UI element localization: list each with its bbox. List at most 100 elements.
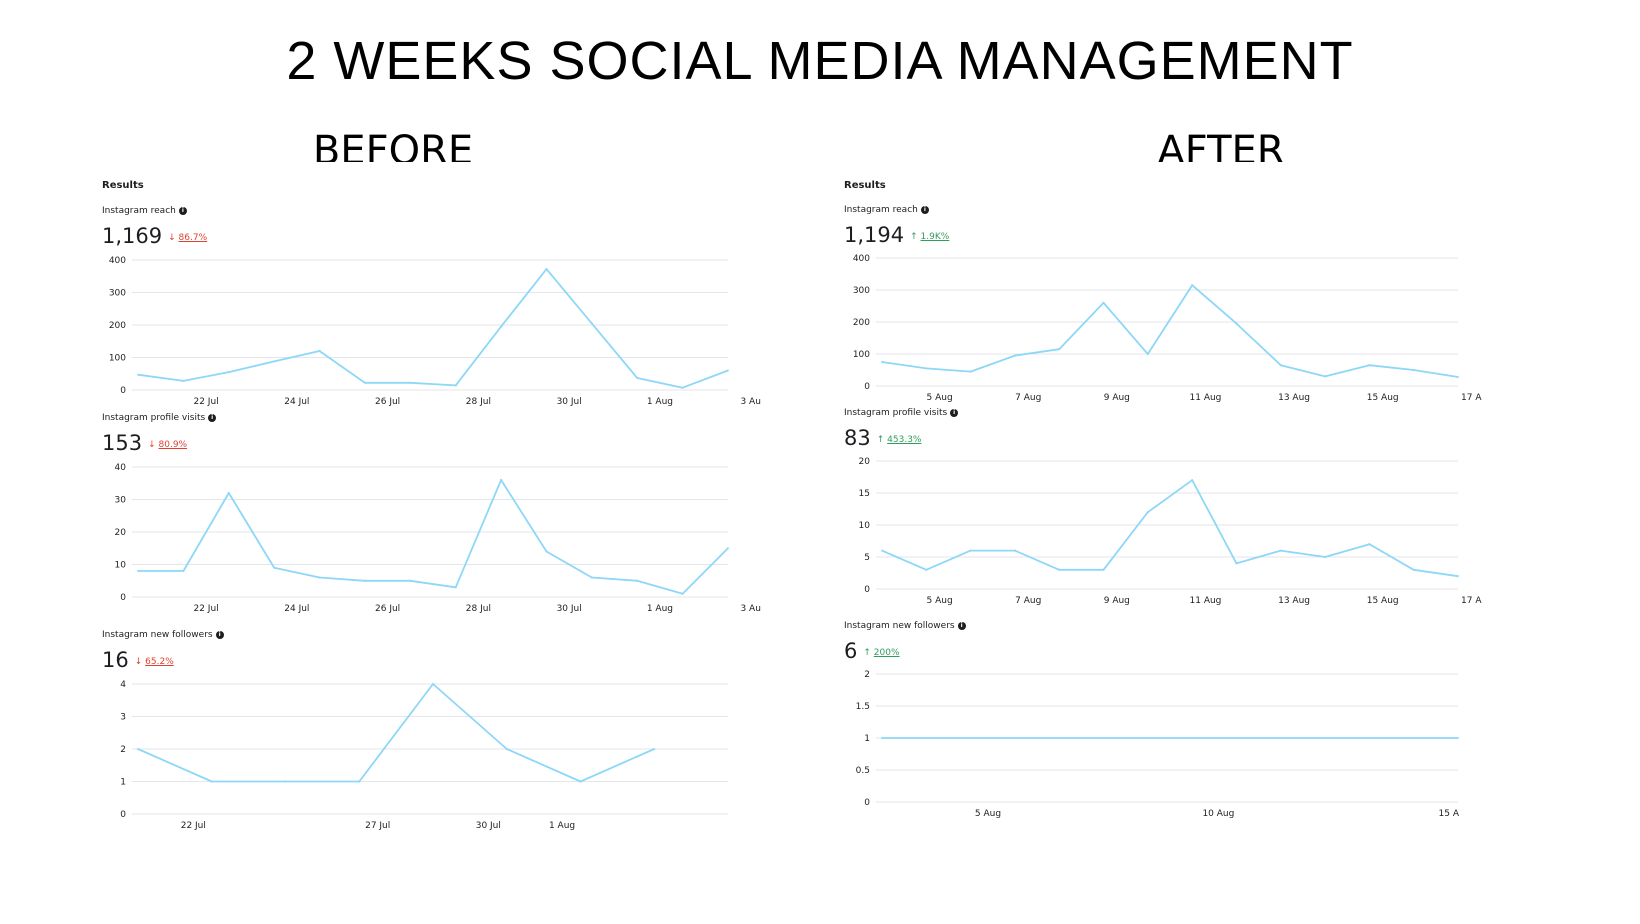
x-tick-label: 30 Jul [557, 397, 582, 407]
x-tick-label: 22 Jul [193, 397, 218, 407]
data-point [726, 547, 730, 550]
metric-name-new-followers: Instagram new followers i [844, 621, 966, 631]
y-tick-label: 1 [120, 778, 126, 788]
info-icon[interactable]: i [208, 414, 217, 422]
x-tick-label: 22 Jul [181, 821, 206, 831]
x-tick-label: 17 A [1461, 393, 1482, 403]
data-point [272, 360, 276, 363]
y-tick-label: 10 [859, 521, 871, 531]
data-point [318, 576, 321, 579]
y-tick-label: 0 [120, 593, 126, 603]
data-point [1013, 354, 1017, 357]
y-tick-label: 3 [120, 713, 126, 723]
metric-name-new-followers: Instagram new followers i [102, 630, 224, 640]
chart-after-new-followers: 0 0.5 1 1.5 2 5 Aug 10 Aug 15 A [856, 670, 1460, 819]
chart-before-new-followers: 0 1 2 3 4 22 Jul 27 Jul 30 Jul 1 Aug [120, 680, 728, 831]
x-tick-label: 3 Au [740, 604, 760, 614]
x-tick-label: 15 Aug [1367, 596, 1399, 606]
data-point [545, 267, 548, 271]
data-point [284, 780, 287, 783]
y-tick-label: 4 [120, 680, 126, 690]
y-tick-label: 1 [864, 734, 870, 744]
series-line [137, 268, 729, 389]
data-point [1235, 322, 1238, 325]
data-point [726, 369, 730, 372]
x-tick-label: 22 Jul [193, 604, 218, 614]
x-tick-label: 13 Aug [1278, 393, 1310, 403]
x-tick-label: 28 Jul [466, 397, 491, 407]
data-point [880, 360, 884, 364]
metric-name-reach: Instagram reach i [844, 205, 929, 215]
x-tick-label: 24 Jul [284, 604, 309, 614]
data-point [499, 478, 503, 482]
x-tick-label: 9 Aug [1104, 596, 1130, 606]
x-tick-label: 3 Au [740, 397, 760, 407]
y-tick-label: 200 [109, 321, 126, 331]
data-point [1190, 284, 1194, 287]
data-point [1279, 549, 1282, 552]
y-tick-label: 30 [115, 496, 127, 506]
info-icon[interactable]: i [950, 409, 959, 417]
y-tick-label: 40 [115, 463, 127, 473]
data-point [182, 379, 185, 383]
info-icon[interactable]: i [957, 622, 966, 630]
data-point [318, 349, 321, 353]
page-title: 2 WEEKS SOCIAL MEDIA MANAGEMENT [286, 31, 1354, 91]
info-icon[interactable]: i [178, 207, 187, 215]
y-tick-label: 0 [120, 386, 126, 396]
change-indicator: ↓ 86.7% [168, 233, 208, 243]
y-tick-label: 300 [109, 289, 126, 299]
y-tick-label: 400 [853, 254, 870, 264]
metric-value-new-followers: 6 ↑ 200% [844, 639, 900, 663]
chart-after-reach: 0 100 200 300 400 5 Aug 7 Aug 9 Aug 11 Aug 13 Aug… [853, 254, 1483, 403]
y-tick-label: 0 [120, 810, 126, 820]
y-tick-label: 10 [115, 561, 127, 571]
x-tick-label: 10 Aug [1202, 809, 1234, 819]
x-tick-label: 28 Jul [466, 604, 491, 614]
x-tick-label: 1 Aug [647, 604, 673, 614]
x-tick-label: 13 Aug [1278, 596, 1310, 606]
data-point [454, 384, 457, 387]
metric-value-reach: 1,194 ↑ 1.9K% [844, 223, 950, 247]
y-tick-label: 0.5 [856, 766, 870, 776]
data-point [1368, 364, 1371, 367]
data-point [969, 549, 972, 552]
data-point [363, 579, 367, 582]
x-tick-label: 11 Aug [1190, 393, 1222, 403]
metric-value-profile-visits: 153 ↓ 80.9% [102, 431, 188, 455]
data-point [1368, 543, 1371, 546]
data-point [1456, 575, 1460, 578]
data-point [1279, 364, 1282, 367]
info-icon[interactable]: i [215, 631, 224, 639]
data-point [880, 549, 884, 552]
after-panel: Results Instagram reach i 1,194 ↑ 1.9K% 0 1… [830, 162, 1483, 852]
info-icon[interactable]: i [920, 206, 929, 214]
chart-after-profile-visits: 0 5 10 15 20 5 Aug 7 Aug 9 Aug 11 Aug 13 Aug 15 Au… [859, 457, 1483, 606]
y-tick-label: 2 [120, 745, 126, 755]
series-line [137, 683, 655, 783]
y-tick-label: 2 [864, 670, 870, 680]
metric-value-profile-visits: 83 ↑ 453.3% [844, 426, 922, 450]
x-tick-label: 30 Jul [476, 821, 501, 831]
x-tick-label: 27 Jul [365, 821, 390, 831]
y-tick-label: 100 [853, 350, 870, 360]
data-point [653, 747, 656, 751]
x-tick-label: 15 A [1439, 809, 1460, 819]
data-point [1323, 375, 1327, 378]
data-point [499, 325, 503, 328]
y-tick-label: 5 [864, 553, 870, 563]
data-point [1323, 555, 1327, 559]
y-tick-label: 15 [859, 489, 870, 499]
data-point [358, 780, 361, 783]
change-indicator: ↑ 200% [863, 648, 900, 658]
before-panel: Results Instagram reach i 1,169 ↓ 86.7% 0 1… [88, 162, 761, 852]
data-point [272, 566, 276, 569]
data-point [1456, 375, 1460, 379]
data-point [409, 381, 412, 385]
data-point [1412, 568, 1415, 571]
data-point [227, 370, 230, 374]
data-point [505, 747, 508, 751]
y-tick-label: 1.5 [856, 702, 870, 712]
change-indicator: ↓ 65.2% [134, 657, 174, 667]
data-point [590, 322, 594, 325]
